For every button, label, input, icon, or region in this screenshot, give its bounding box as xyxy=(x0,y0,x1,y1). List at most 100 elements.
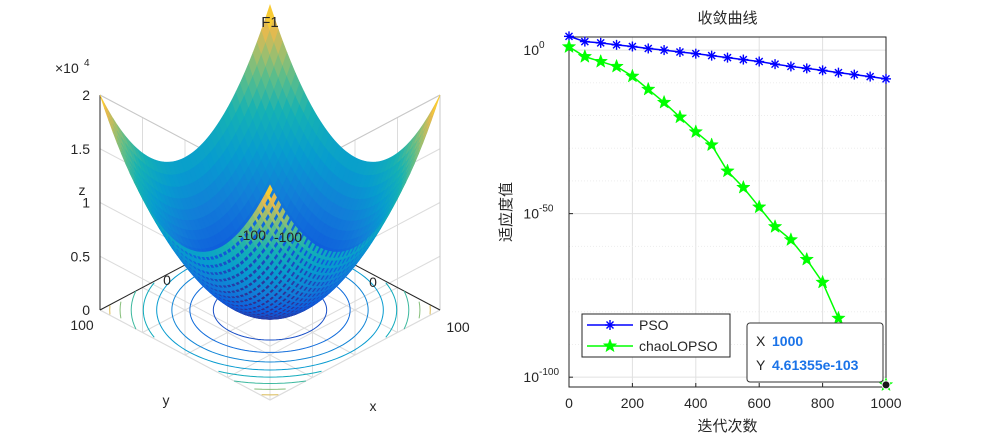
wall-grid-line xyxy=(99,255,441,347)
x-tick-label: 1000 xyxy=(870,395,901,411)
y-tick-label: 100 xyxy=(70,317,94,333)
marker-asterisk xyxy=(659,45,670,56)
z-exponent-power: 4 xyxy=(84,58,90,69)
marker-pentagram xyxy=(609,58,624,73)
wall-grid-line xyxy=(99,309,441,401)
marker-asterisk xyxy=(881,73,891,84)
marker-stroke xyxy=(691,49,700,58)
marker-stroke xyxy=(850,70,859,79)
y-tick-label: 0 xyxy=(163,272,171,288)
datatip-point xyxy=(881,380,891,390)
x-axis-label: x xyxy=(370,398,377,414)
marker-asterisk xyxy=(722,52,733,63)
marker-stroke xyxy=(628,42,637,51)
marker-stroke xyxy=(723,53,732,62)
series-pso xyxy=(564,31,891,84)
surface-group xyxy=(99,4,441,320)
plot-area xyxy=(569,37,886,387)
marker-stroke xyxy=(739,55,748,64)
contour-line xyxy=(142,242,398,378)
marker-asterisk xyxy=(605,320,615,330)
marker-stroke xyxy=(596,38,605,47)
x-tick-label: 800 xyxy=(811,395,835,411)
y-tick-exponent: 0 xyxy=(539,40,545,51)
x-tick-label: 400 xyxy=(684,395,708,411)
marker-stroke xyxy=(818,66,827,75)
marker-asterisk xyxy=(611,39,622,50)
marker-stroke xyxy=(723,53,732,62)
marker-stroke xyxy=(882,74,890,83)
marker-stroke xyxy=(739,55,748,64)
datatip-box xyxy=(746,322,884,383)
axes-box xyxy=(568,36,887,388)
marker-asterisk xyxy=(754,56,765,67)
datatip-y-value: 4.61355e-103 xyxy=(772,357,859,373)
marker-stroke xyxy=(707,51,716,60)
marker-pentagram xyxy=(688,124,704,139)
contour-line xyxy=(119,230,421,390)
marker-asterisk xyxy=(627,41,638,52)
marker-pentagram xyxy=(846,333,862,348)
marker-pentagram xyxy=(720,163,735,178)
marker-asterisk xyxy=(738,54,749,65)
marker-pentagram xyxy=(783,232,799,247)
marker-asterisk xyxy=(801,63,812,74)
marker-asterisk xyxy=(865,71,876,82)
marker-pentagram xyxy=(878,377,894,392)
marker-stroke xyxy=(596,38,605,47)
marker-pentagram xyxy=(831,310,846,325)
datatip-x-label: X xyxy=(756,333,766,349)
contour-line xyxy=(130,236,410,384)
marker-stroke xyxy=(580,37,589,46)
marker-stroke xyxy=(834,68,843,77)
marker-pentagram xyxy=(704,137,720,152)
x-tick-label: 600 xyxy=(748,395,772,411)
x-axis-label: 迭代次数 xyxy=(697,417,757,435)
z-tick-label: 0.5 xyxy=(71,248,91,264)
marker-stroke xyxy=(606,321,614,329)
marker-stroke xyxy=(755,57,764,66)
marker-asterisk xyxy=(706,50,717,61)
marker-stroke xyxy=(691,49,700,58)
y-tick-label: -100 xyxy=(238,227,266,243)
marker-stroke xyxy=(644,44,653,53)
y-tick-label: 10 xyxy=(523,369,539,385)
marker-stroke xyxy=(565,32,573,41)
marker-pentagram xyxy=(561,39,577,54)
marker-stroke xyxy=(612,40,621,49)
datatip-x-value: 1000 xyxy=(772,333,803,349)
marker-asterisk xyxy=(595,37,606,48)
marker-pentagram xyxy=(656,94,672,109)
series-line xyxy=(568,46,887,386)
marker-stroke xyxy=(802,64,811,73)
marker-stroke xyxy=(707,51,716,60)
legend-label: PSO xyxy=(639,317,669,333)
datatip-y-label: Y xyxy=(756,357,766,373)
marker-pentagram xyxy=(672,109,688,124)
marker-asterisk xyxy=(579,36,590,47)
marker-stroke xyxy=(866,72,875,81)
z-tick-label: 0 xyxy=(82,302,90,318)
y-tick-exponent: -100 xyxy=(539,367,559,378)
marker-pentagram xyxy=(602,338,618,353)
y-tick-label: 10 xyxy=(523,42,539,58)
legend: PSO chaoLOPSO xyxy=(581,313,731,358)
datatip: X 1000 Y 4.61355e-103 xyxy=(746,322,891,390)
marker-stroke xyxy=(771,60,780,69)
marker-stroke xyxy=(755,57,764,66)
marker-stroke xyxy=(580,37,589,46)
marker-pentagram xyxy=(625,68,640,83)
marker-asterisk xyxy=(785,61,796,72)
plot-title-f1: F1 xyxy=(261,14,279,31)
y-tick-label: 10 xyxy=(523,206,539,222)
marker-asterisk xyxy=(770,59,781,70)
marker-pentagram xyxy=(767,218,783,233)
marker-asterisk xyxy=(564,31,574,42)
marker-stroke xyxy=(675,48,684,57)
x-tick-label: 200 xyxy=(621,395,645,411)
marker-stroke xyxy=(660,46,669,55)
marker-asterisk xyxy=(690,48,701,59)
marker-stroke xyxy=(644,44,653,53)
